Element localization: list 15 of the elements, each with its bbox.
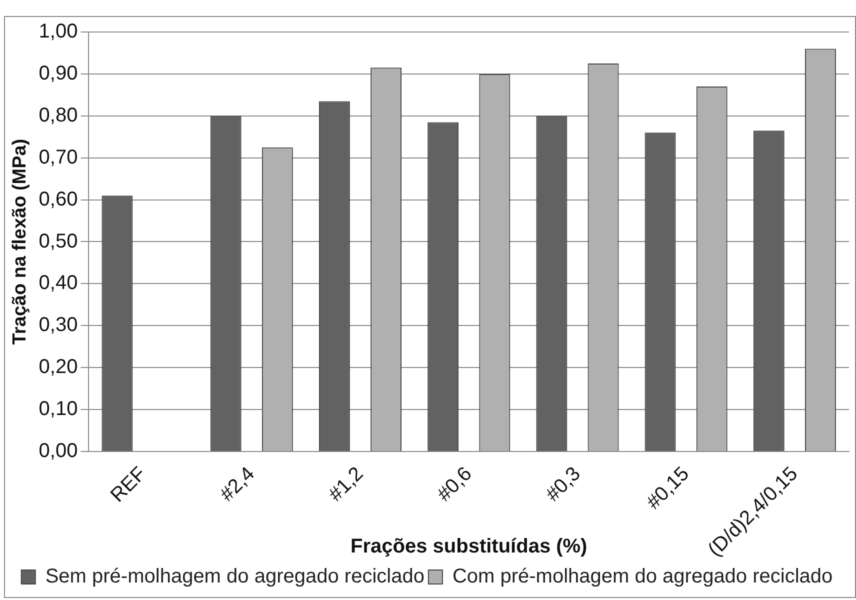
legend-label: Sem pré-molhagem do agregado reciclado: [45, 566, 424, 588]
y-tick-label: 1,00: [38, 20, 78, 43]
y-tick-label: 0,10: [38, 398, 78, 420]
y-tick-label: 0,50: [38, 230, 78, 252]
y-tick-label: 0,20: [38, 356, 78, 378]
y-tick-label: 0,30: [38, 314, 78, 336]
y-axis-title: Tração na flexão (MPa): [10, 138, 31, 345]
y-tick-label: 0,90: [38, 62, 78, 84]
x-axis-title: Frações substituídas (%): [350, 536, 588, 558]
y-tick-label: 0,00: [38, 440, 78, 462]
y-tick-label: 0,60: [38, 188, 78, 210]
y-tick-label: 0,40: [38, 272, 78, 294]
y-tick-label: 0,70: [38, 146, 78, 168]
legend-label: Com pré-molhagem do agregado reciclado: [452, 566, 833, 588]
y-tick-label: 0,80: [38, 104, 78, 126]
